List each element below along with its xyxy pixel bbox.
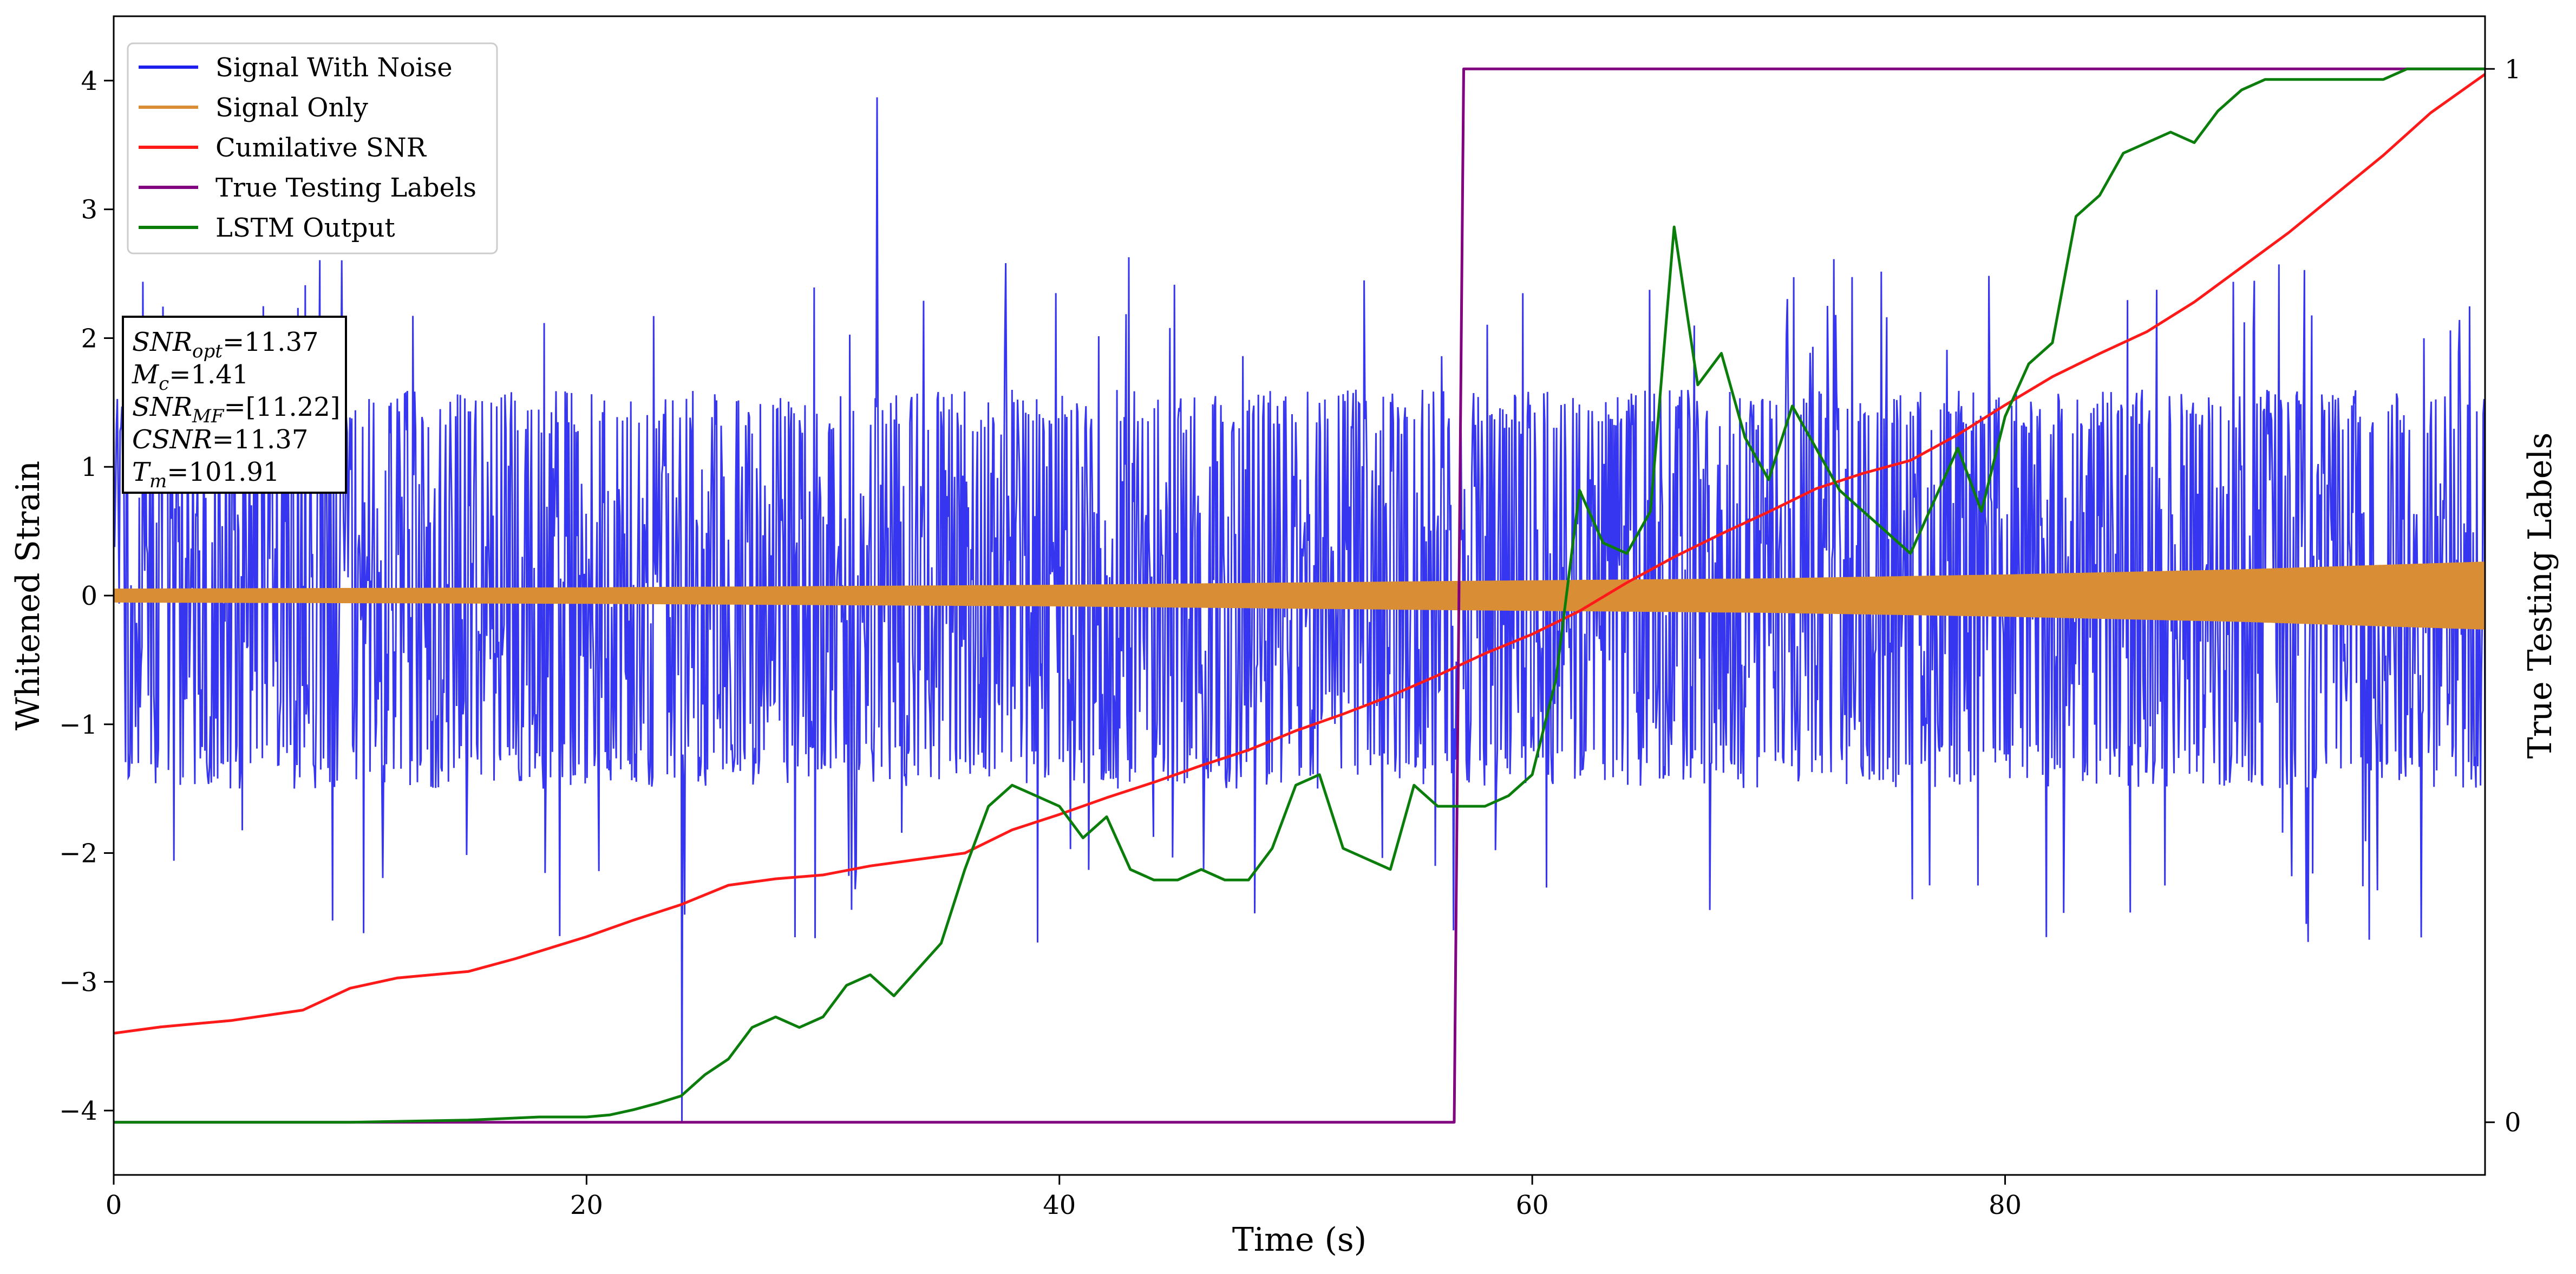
y-tick-label: 4 [81,66,97,96]
legend-label: Signal Only [215,93,368,123]
y-tick-label: 0 [81,581,97,611]
y-tick-label: −3 [59,967,97,997]
legend-box [127,42,498,254]
annotation-line: Mc=1.41 [132,360,249,395]
y-axis-label: Whitened Strain [9,461,47,730]
y-tick-label: 2 [81,323,97,354]
series-true-testing-labels [114,67,2485,1124]
y-tick-label: −2 [59,839,97,869]
annotation-line: SNRMF=[11.22] [132,392,341,427]
y-tick-label: −1 [59,710,97,740]
series-signal-with-noise [114,97,2485,1123]
series-lstm-output [114,67,2485,1124]
lstm-output-line [114,67,2485,1124]
cumilative-snr-line [114,73,2485,1035]
legend-label: Cumilative SNR [215,133,427,163]
true-testing-labels-line [114,67,2485,1124]
annotation-frame [122,316,347,494]
x-tick-label: 40 [1043,1190,1076,1220]
annotation-line: Tm=101.91 [132,457,279,492]
annotation-box: SNRopt=11.37Mc=1.41SNRMF=[11.22]CSNR=11.… [122,316,347,494]
y-tick-label: 1 [81,452,97,482]
y-tick-label: 3 [81,195,97,225]
x-tick-label: 60 [1516,1190,1549,1220]
y2-tick-label: 1 [2505,54,2521,84]
x-tick-label: 0 [106,1190,122,1220]
x-axis-label: Time (s) [1232,1221,1367,1259]
noise-line [114,97,2485,1123]
y-tick-label: −4 [59,1096,97,1126]
signal-only-band [114,561,2485,630]
legend-label: Signal With Noise [215,53,453,83]
legend-label: True Testing Labels [215,173,476,203]
y-axis-ticks: −4 −3 −2 −1 0 1 2 3 4 [59,66,114,1126]
annotation-line: CSNR=11.37 [132,424,308,455]
series-cumilative-snr [114,73,2485,1035]
legend: Signal With Noise Signal Only Cumilative S… [127,42,498,254]
y2-axis-ticks: 01 [2485,54,2521,1138]
x-tick-label: 20 [570,1190,603,1220]
annotation-line: SNRopt=11.37 [132,327,319,362]
legend-label: LSTM Output [215,213,395,243]
y2-axis-label: True Testing Labels [2521,433,2559,759]
x-tick-label: 80 [1989,1190,2022,1220]
y2-tick-label: 0 [2505,1108,2521,1138]
x-axis-ticks: 0 20 40 60 80 [106,1175,2022,1220]
series-signal-only [114,561,2485,630]
